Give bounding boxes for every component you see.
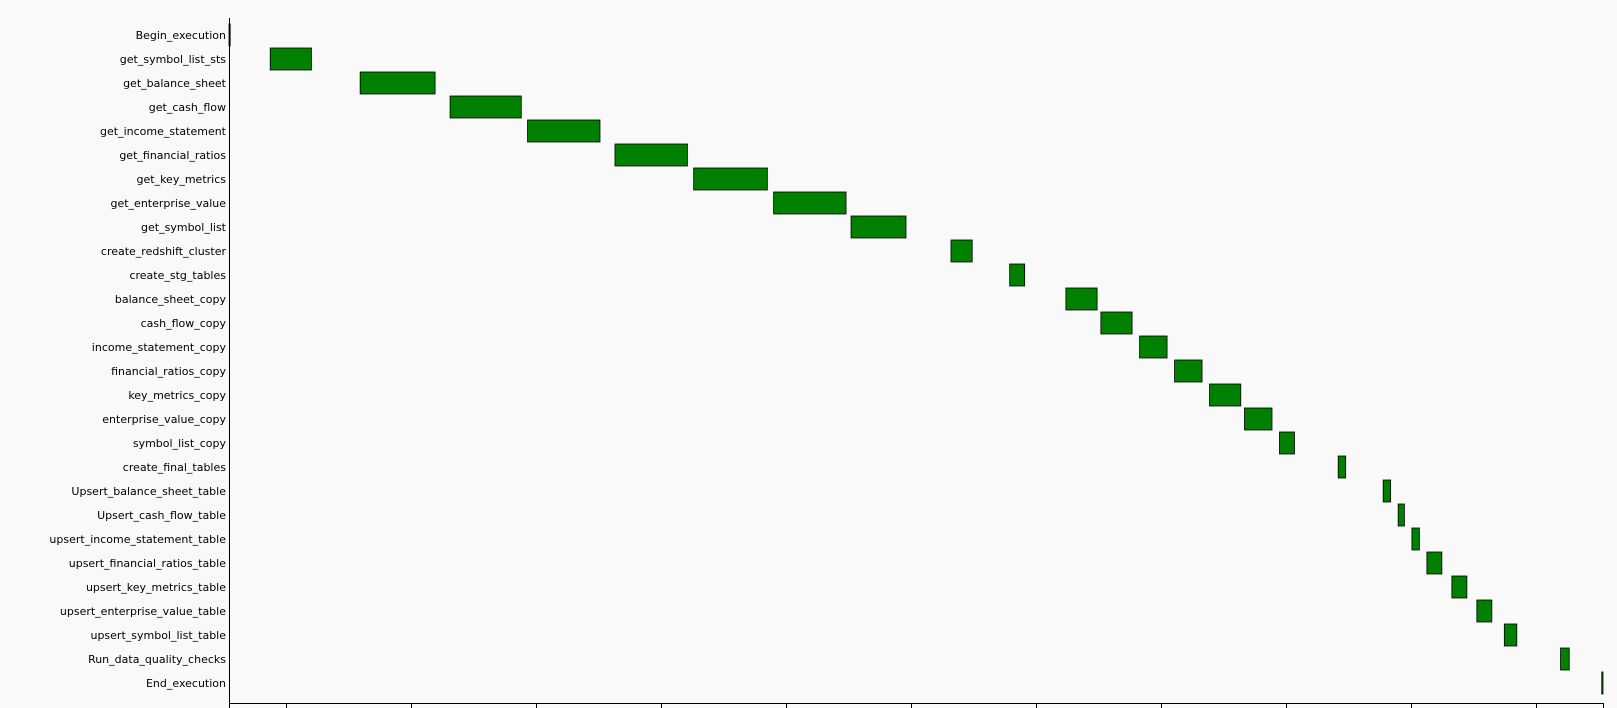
task-label: upsert_income_statement_table xyxy=(49,533,226,546)
task-label: get_income_statement xyxy=(100,125,227,138)
task-label: cash_flow_copy xyxy=(141,317,227,330)
task-label: Upsert_balance_sheet_table xyxy=(71,485,226,498)
task-bar xyxy=(614,143,688,167)
axes xyxy=(229,18,1603,704)
task-label: Begin_execution xyxy=(136,29,226,42)
task-bar xyxy=(1009,263,1026,287)
task-bar xyxy=(1244,407,1273,431)
task-label: create_stg_tables xyxy=(129,269,226,282)
task-bars xyxy=(228,23,1604,695)
task-bar xyxy=(1209,383,1242,407)
task-bar xyxy=(1100,311,1133,335)
task-bar xyxy=(1411,527,1420,551)
task-bar xyxy=(1476,599,1493,623)
task-bar xyxy=(1426,551,1443,575)
task-bar xyxy=(1503,623,1518,647)
task-label: upsert_key_metrics_table xyxy=(86,581,226,594)
task-bar xyxy=(1174,359,1203,383)
task-bar xyxy=(1065,287,1098,311)
task-label: symbol_list_copy xyxy=(133,437,227,450)
task-label: get_symbol_list_sts xyxy=(120,53,226,66)
task-bar xyxy=(1451,575,1468,599)
task-label: upsert_enterprise_value_table xyxy=(60,605,226,618)
task-bar xyxy=(773,191,847,215)
task-bar xyxy=(850,215,907,239)
task-bar xyxy=(1279,431,1295,455)
task-label: upsert_symbol_list_table xyxy=(90,629,226,642)
task-label: upsert_financial_ratios_table xyxy=(69,557,226,570)
task-bar xyxy=(1382,479,1392,503)
task-label: get_balance_sheet xyxy=(123,77,227,90)
task-bar xyxy=(1397,503,1405,527)
task-bar xyxy=(449,95,522,119)
x-axis-ticks xyxy=(229,703,1604,708)
task-label: Run_data_quality_checks xyxy=(88,653,226,666)
task-label: create_final_tables xyxy=(123,461,226,474)
task-bar xyxy=(693,167,768,191)
task-label: key_metrics_copy xyxy=(128,389,226,402)
task-label: get_key_metrics xyxy=(137,173,227,186)
task-labels: Begin_execution get_symbol_list_sts get_ba… xyxy=(49,29,226,690)
task-label: financial_ratios_copy xyxy=(111,365,226,378)
task-label: Upsert_cash_flow_table xyxy=(97,509,226,522)
task-label: income_statement_copy xyxy=(92,341,227,354)
task-bar xyxy=(1601,671,1604,695)
task-label: End_execution xyxy=(146,677,226,690)
task-bar xyxy=(269,47,312,71)
task-label: get_cash_flow xyxy=(149,101,226,114)
task-bar xyxy=(950,239,973,263)
task-bar xyxy=(359,71,436,95)
task-bar xyxy=(1139,335,1168,359)
task-label: create_redshift_cluster xyxy=(101,245,227,258)
task-bar xyxy=(1560,647,1570,671)
task-label: balance_sheet_copy xyxy=(115,293,227,306)
task-label: get_symbol_list xyxy=(141,221,227,234)
task-label: get_enterprise_value xyxy=(110,197,226,210)
task-bar xyxy=(527,119,601,143)
task-bar xyxy=(1337,455,1347,479)
task-label: get_financial_ratios xyxy=(119,149,226,162)
task-label: enterprise_value_copy xyxy=(102,413,226,426)
